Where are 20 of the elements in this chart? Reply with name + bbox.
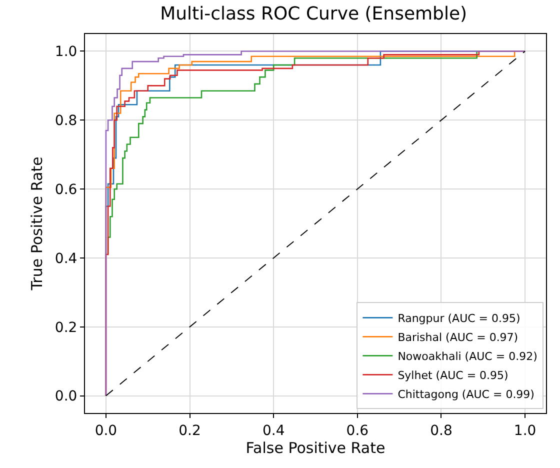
y-tick-label: 0.6 <box>54 182 78 198</box>
x-tick-label: 0.8 <box>430 422 452 439</box>
y-tick-label: 0.4 <box>54 250 78 267</box>
chart-title: Multi-class ROC Curve (Ensemble) <box>160 4 468 25</box>
x-tick-label: 0.6 <box>346 422 369 439</box>
y-tick-label: 0.0 <box>54 388 78 405</box>
legend-label: Sylhet (AUC = 0.95) <box>398 369 508 382</box>
x-tick-label: 1.0 <box>514 422 536 439</box>
legend-label: Chittagong (AUC = 0.99) <box>398 388 534 401</box>
legend-label: Nowoakhali (AUC = 0.92) <box>398 350 538 363</box>
x-tick-label: 0.2 <box>178 422 201 439</box>
y-tick-label: 0.8 <box>54 113 78 130</box>
y-tick-label: 0.2 <box>54 320 78 336</box>
legend-label: Barishal (AUC = 0.97) <box>398 331 518 344</box>
y-axis-title: True Positive Rate <box>28 156 46 292</box>
legend-label: Rangpur (AUC = 0.95) <box>398 312 520 325</box>
y-tick-label: 1.0 <box>54 44 78 60</box>
x-axis-title: False Positive Rate <box>246 438 386 457</box>
x-tick-label: 0.4 <box>262 422 285 439</box>
x-tick-label: 0.0 <box>94 422 118 439</box>
